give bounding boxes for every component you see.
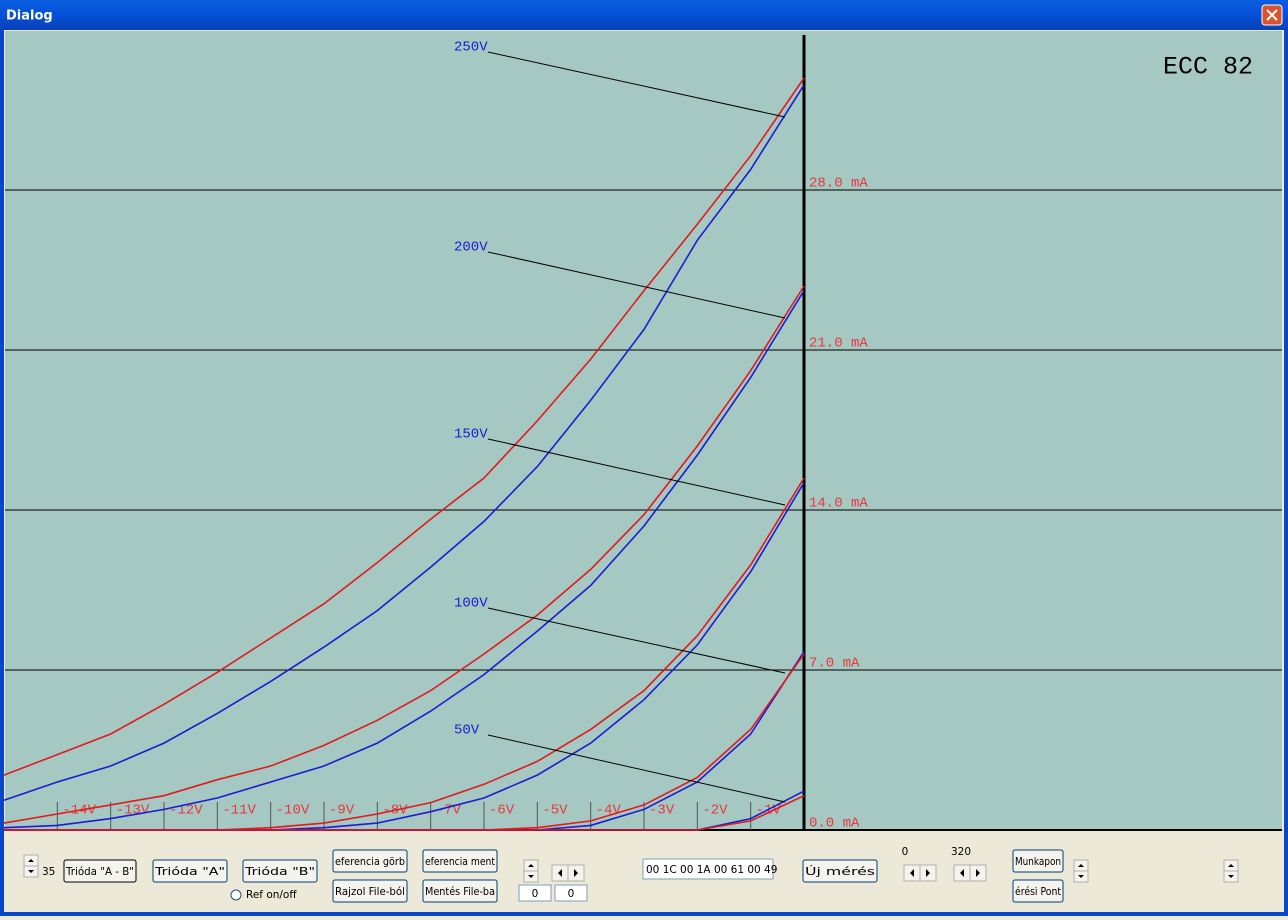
button-label[interactable]: Trióda "B" [244,866,315,878]
spin-arrow[interactable] [1078,875,1084,878]
leader-line [487,251,786,319]
x-tick-label: -2V [702,803,728,819]
button[interactable]: Új mérés [802,859,878,883]
input-value[interactable]: 00 1C 00 1A 00 61 00 49 [646,864,777,876]
leader-line [487,607,786,674]
text-input[interactable] [554,884,588,902]
spin-button[interactable] [523,859,539,883]
voltage-label: 150V [454,427,488,443]
spin-arrow[interactable] [28,859,34,862]
text-input[interactable] [518,884,552,902]
curve [3,77,805,776]
voltage-label: 100V [454,596,488,612]
input-value[interactable]: 0 [568,888,575,900]
button-face[interactable] [63,859,137,883]
button-label[interactable]: Új mérés [805,865,875,878]
spin-arrow[interactable] [926,869,930,877]
static-label: 35 [42,866,55,878]
voltage-label: 250V [454,40,488,56]
voltage-label: 50V [454,723,480,739]
plot-area [5,31,1282,830]
spin-button[interactable] [1223,859,1239,883]
input-value[interactable]: 0 [532,888,539,900]
y-tick-label: 14.0 mA [809,496,868,512]
spin-arrow[interactable] [960,869,964,877]
button-face[interactable] [422,879,498,903]
spin-arrow[interactable] [28,870,34,873]
x-tick-label: -9V [329,803,355,819]
spin-arrow[interactable] [1078,864,1084,867]
voltage-label: 200V [454,240,488,256]
spin-arrow[interactable] [910,869,914,877]
spin-button[interactable] [903,864,937,882]
static-label: 320 [951,846,971,858]
x-tick-label: -4V [596,803,622,819]
spin-arrow[interactable] [976,869,980,877]
spin-button[interactable] [551,864,585,882]
leader-line [487,51,786,118]
x-tick-label: -3V [649,803,675,819]
leader-line [487,438,786,506]
static-label: 0 [902,846,909,858]
button[interactable]: Rajzol File-ból [332,879,408,903]
x-tick-label: -11V [222,803,256,819]
curve [4,794,805,831]
static-label: Ref on/off [246,889,297,901]
button-label[interactable]: eferencia ment [425,856,495,868]
button[interactable]: Trióda "A" [152,859,228,883]
button-face[interactable] [802,859,878,883]
button[interactable]: eferencia görb [332,849,408,873]
x-tick-label: -10V [276,803,310,819]
button-label[interactable]: Munkapon [1015,856,1061,868]
button-label[interactable]: eferencia görb [335,856,405,868]
title-bar [0,0,1288,30]
button-label[interactable]: Mentés File-ba [425,886,495,898]
curve [3,285,805,824]
leader-line [487,734,786,803]
x-tick-label: -6V [489,803,515,819]
button-label[interactable]: Rajzol File-ból [335,886,405,898]
window-title: Dialog [6,9,53,24]
button-face[interactable] [332,849,408,873]
curve [3,290,805,829]
button[interactable]: Trióda "B" [242,859,318,883]
spin-button[interactable] [953,864,987,882]
radio-button[interactable] [230,889,242,901]
y-tick-label: 0.0 mA [809,816,860,832]
button-face[interactable] [152,859,228,883]
button-face[interactable] [1012,849,1064,873]
x-tick-label: -5V [542,803,568,819]
button-label[interactable]: Trióda "A" [154,866,225,878]
spin-arrow[interactable] [528,875,534,878]
spin-arrow[interactable] [528,864,534,867]
button[interactable]: Munkapon [1012,849,1064,873]
spin-button[interactable] [23,854,39,878]
button-face[interactable] [1012,879,1064,903]
x-tick-label: -13V [116,803,150,819]
curve [3,84,805,802]
y-tick-label: 21.0 mA [809,336,868,352]
x-tick-label: -7V [436,803,462,819]
spin-arrow[interactable] [1228,864,1234,867]
y-tick-label: 28.0 mA [809,176,868,192]
button[interactable]: érési Pont [1012,879,1064,903]
button-label[interactable]: Trióda "A - B" [65,866,134,878]
spin-button[interactable] [1073,859,1089,883]
button-face[interactable] [422,849,498,873]
button-face[interactable] [242,859,318,883]
button[interactable]: eferencia ment [422,849,498,873]
spin-arrow[interactable] [558,869,562,877]
button[interactable]: Mentés File-ba [422,879,498,903]
chart-title: ECC 82 [1163,53,1253,82]
text-input[interactable] [642,858,774,880]
spin-arrow[interactable] [1228,875,1234,878]
spin-arrow[interactable] [574,869,578,877]
y-tick-label: 7.0 mA [809,656,860,672]
button[interactable]: Trióda "A - B" [63,859,137,883]
close-button[interactable] [1261,4,1283,26]
button-face[interactable] [332,879,408,903]
button-label[interactable]: érési Pont [1015,886,1061,898]
